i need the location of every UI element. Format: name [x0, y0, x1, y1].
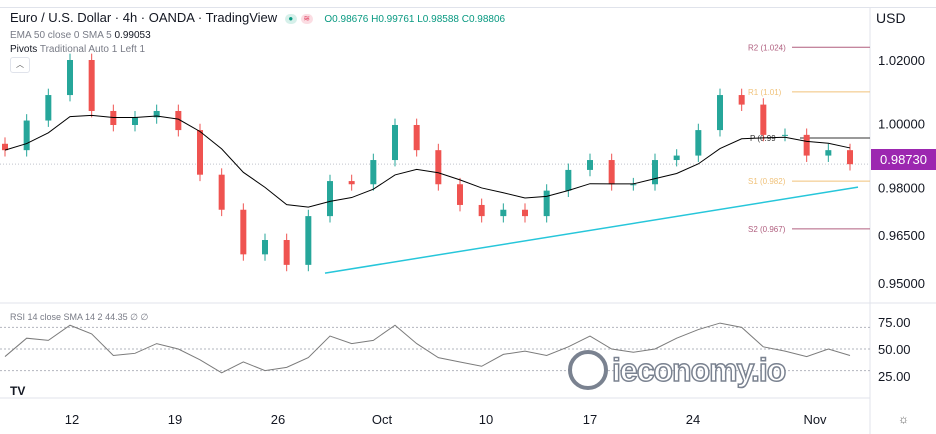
ema-value: 0.99053 [114, 30, 151, 41]
candle-body [392, 124, 398, 161]
last-price-tag: 0.98730 [871, 149, 936, 170]
candle-body [457, 184, 463, 205]
candle-body [67, 60, 73, 96]
candle-body [153, 110, 160, 118]
date-tick-label: 10 [479, 412, 493, 427]
candle-body [565, 169, 572, 191]
candle-body [630, 184, 637, 186]
candle-body [2, 143, 8, 151]
candle-body [197, 130, 203, 175]
candle-body [413, 124, 420, 151]
price-tick-label: 1.00000 [878, 117, 925, 132]
candle-body [522, 209, 528, 217]
candle-body [283, 240, 290, 265]
rsi-value: 44.35 ∅ ∅ [105, 312, 149, 322]
pivots-params: Traditional Auto 1 Left 1 [39, 44, 146, 55]
candle-body [370, 160, 377, 185]
candle-body [262, 240, 268, 255]
rsi-tick-label: 25.00 [878, 369, 911, 384]
candle-body [717, 95, 723, 131]
candle-body [608, 160, 615, 185]
rsi-legend[interactable]: RSI 14 close SMA 14 2 44.35 ∅ ∅ [10, 312, 148, 323]
candle-body [847, 150, 853, 165]
ohlc-values: O0.98676 H0.99761 L0.98588 C0.98806 [324, 14, 506, 25]
pivots-legend[interactable]: Pivots Traditional Auto 1 Left 1 [10, 44, 145, 55]
top-border [0, 7, 936, 8]
rsi-line [4, 322, 851, 374]
candle-body [500, 209, 507, 217]
settings-gear-icon[interactable]: ☼ [898, 412, 909, 426]
date-tick-label: 17 [583, 412, 597, 427]
date-tick-label: 26 [271, 412, 285, 427]
trendline [324, 186, 859, 274]
broker: OANDA [148, 10, 195, 25]
candle-body [88, 60, 95, 111]
pivot-label: S2 (0.967) [748, 225, 786, 234]
interval: 4h [122, 10, 138, 25]
ema-legend[interactable]: EMA 50 close 0 SMA 5 0.99053 [10, 30, 151, 41]
candle-body [782, 134, 788, 136]
date-tick-label: 12 [65, 412, 79, 427]
candle-body [587, 160, 593, 170]
ema-label: EMA 50 close 0 SMA 5 [10, 30, 112, 41]
candle-body [543, 190, 550, 217]
rsi-tick-label: 75.00 [878, 315, 911, 330]
ema-line [4, 114, 851, 208]
pivot-label: R1 (1.01) [748, 88, 782, 97]
symbol-legend: Euro / U.S. Dollar · 4h · OANDA · Tradin… [10, 10, 506, 25]
date-tick-label: 24 [686, 412, 700, 427]
watermark-logo-icon [568, 350, 608, 390]
pivot-label: S1 (0.982) [748, 177, 786, 186]
date-tick-label: Oct [372, 412, 393, 427]
date-tick-label: 19 [168, 412, 182, 427]
candle-body [478, 204, 485, 217]
date-tick-label: Nov [803, 412, 827, 427]
price-tick-label: 1.02000 [878, 53, 925, 68]
candle-body [673, 155, 680, 161]
watermark: ieconomy.io [611, 351, 787, 389]
candle-body [435, 150, 442, 185]
price-tick-label: 0.98000 [878, 180, 925, 195]
candle-body [760, 104, 767, 135]
candle-body [175, 110, 182, 131]
price-tick-label: 0.95000 [878, 276, 925, 291]
candle-body [218, 174, 225, 210]
candle-body [23, 120, 30, 151]
rsi-tick-label: 50.00 [878, 342, 911, 357]
candle-body [652, 160, 658, 185]
candle-body [132, 117, 138, 125]
candle-body [803, 134, 810, 156]
candle-body [695, 130, 702, 156]
candle-body [305, 216, 312, 265]
pivots-label: Pivots [10, 44, 38, 55]
price-tick-label: 0.96500 [878, 228, 925, 243]
rsi-label: RSI 14 close SMA 14 2 [10, 312, 103, 322]
candle-body [327, 181, 333, 217]
pivot-label: R2 (1.024) [748, 43, 786, 52]
candle-body [45, 95, 52, 121]
collapse-legend-button[interactable]: ︿ [10, 57, 30, 73]
source: TradingView [205, 10, 278, 25]
ohlc-toggle-icon[interactable]: ≋ [300, 13, 313, 24]
tradingview-logo-icon[interactable]: TV [10, 384, 26, 398]
candle-body [240, 209, 247, 255]
currency-selector[interactable]: USD [876, 10, 906, 26]
candle-body [825, 150, 832, 156]
candle-body [738, 95, 745, 105]
candle-body [348, 181, 355, 185]
market-open-icon: ● [284, 13, 297, 24]
symbol-name[interactable]: Euro / U.S. Dollar [10, 10, 112, 25]
